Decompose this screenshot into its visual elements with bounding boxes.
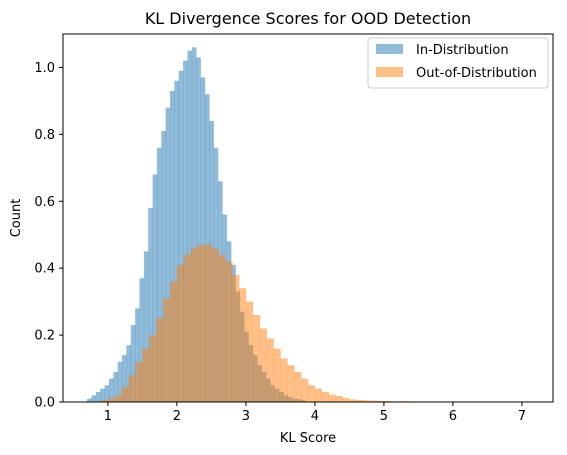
x-tick-label: 7 [518,409,526,424]
histogram-bar [149,335,157,402]
chart-title: KL Divergence Scores for OOD Detection [145,9,471,28]
y-tick-label: 0.8 [34,128,55,143]
y-tick-label: 0.2 [34,329,55,344]
histogram-bar [321,391,329,402]
histogram-bar [126,345,132,402]
histogram-bar [287,365,295,402]
histogram-bar [294,371,302,402]
histogram-bar [245,301,254,402]
y-axis-label: Count [9,199,24,238]
histogram-bar [107,398,116,402]
histogram-bar [156,147,162,402]
histogram-bar [170,90,175,403]
histogram-bar [143,251,149,402]
y-axis: 0.0 0.2 0.4 0.6 0.8 1.0 [34,61,63,411]
histogram-bar [139,278,145,402]
histogram-bar [190,248,198,402]
histogram-bar [130,325,136,402]
y-tick-label: 1.0 [34,61,55,76]
histogram-bar [128,375,136,402]
histogram-bar [204,244,212,402]
histogram-bar [183,60,188,402]
histogram-bar [108,378,114,402]
histogram-bar [176,264,185,402]
histogram-bar [308,385,316,402]
histogram-bar [335,395,343,402]
histogram-bar [117,361,123,402]
histogram-bar [163,298,171,402]
histogram-bar [122,355,127,402]
y-tick-label: 0.4 [34,262,55,277]
histogram-bar [328,394,336,402]
histogram-bar [238,288,247,402]
histogram-bar [156,318,164,402]
histogram-bar [363,400,371,402]
x-tick-label: 5 [380,409,388,424]
histogram-bar [200,77,206,403]
legend-swatch-in-distribution [376,44,403,54]
x-tick-label: 3 [242,409,250,424]
histogram-bar [266,338,274,402]
histogram-bar [91,395,97,402]
histogram-bar [104,385,110,402]
histogram-bar [142,348,150,402]
histogram-bar [183,254,191,402]
histogram-bar [121,386,129,402]
histogram-bar [280,358,288,402]
histogram-bar [191,47,197,402]
histogram-bar [259,328,267,402]
histogram-bar [252,315,260,402]
legend-label-in-distribution: In-Distribution [416,43,509,58]
histogram-bar [169,281,178,402]
y-tick-label: 0.0 [34,396,55,411]
legend-frame [367,37,549,89]
histogram-bar [148,207,153,402]
legend: In-Distribution Out-of-Distribution [367,37,549,89]
legend-label-out-of-distribution: Out-of-Distribution [416,66,537,81]
histogram-bar [211,248,219,402]
histogram-bar [356,399,364,402]
x-tick-label: 4 [311,409,319,424]
histogram-bar [370,400,378,402]
x-axis: 1 2 3 4 5 6 7 [104,402,526,424]
histogram-bar [174,80,180,402]
x-tick-label: 1 [104,409,112,424]
histogram-bar [100,399,109,402]
histogram-bar [301,378,309,402]
x-tick-label: 6 [449,409,457,424]
histogram-bar [135,308,140,402]
x-tick-label: 2 [173,409,181,424]
histogram-bar [197,244,205,402]
histogram-bar [342,397,350,402]
histogram-bar [100,388,105,402]
histogram-bar [178,70,184,403]
histogram-bar [349,399,357,402]
histogram-bar [95,391,101,402]
axes-frame [62,33,554,403]
histogram-bar [232,274,240,402]
histogram-bar [273,348,281,402]
histogram-bar [135,361,143,402]
y-tick-label: 0.6 [34,195,55,210]
histogram-bar [314,388,323,402]
plot-area [87,47,474,403]
histogram-bar [225,261,233,402]
series-1 [94,244,474,402]
histogram-bar [152,174,158,402]
histogram-bar [161,131,166,402]
histogram-bar [113,371,118,402]
histogram-bar [87,398,92,402]
histogram-bar [165,107,171,402]
histogram-bar [114,395,122,402]
histogram-bar [196,57,201,403]
x-axis-label: KL Score [280,431,336,446]
histogram-bar [187,50,193,402]
histogram-bar [218,254,226,402]
legend-swatch-out-of-distribution [376,67,403,77]
